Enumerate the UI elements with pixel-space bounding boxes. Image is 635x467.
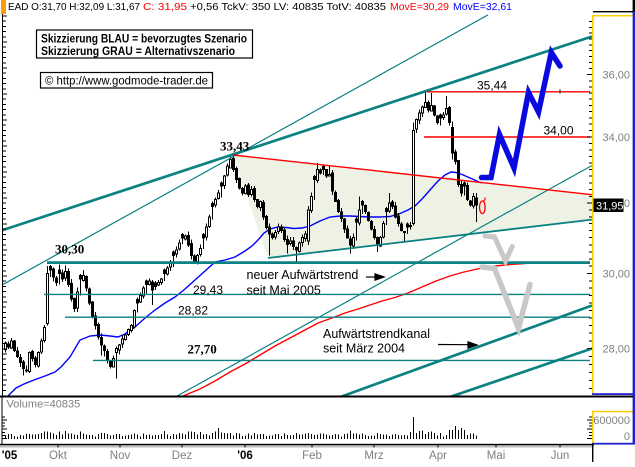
svg-text:Apr: Apr	[429, 450, 447, 462]
svg-text:30,00: 30,00	[602, 269, 630, 281]
svg-text:34,00: 34,00	[544, 124, 574, 138]
svg-text:seit Mai 2005: seit Mai 2005	[247, 284, 321, 298]
svg-text:Volume=40835: Volume=40835	[7, 399, 81, 411]
svg-text:30,30: 30,30	[55, 242, 84, 257]
svg-text:28,00: 28,00	[602, 344, 630, 356]
svg-text:Skizzierung BLAU = bevorzugtes: Skizzierung BLAU = bevorzugtes Szenario	[41, 34, 247, 46]
svg-text:EAD O:31,70 H:32,09 L:31,67C:: EAD O:31,70 H:32,09 L:31,67C: 31,95+0,56…	[8, 1, 512, 13]
svg-text:35,44: 35,44	[477, 79, 507, 93]
svg-text:28,82: 28,82	[178, 304, 208, 318]
svg-text:Skizzierung GRAU = Alternativs: Skizzierung GRAU = Alternativszenario	[41, 46, 235, 58]
svg-text:0: 0	[624, 431, 630, 443]
svg-text:Nov: Nov	[110, 450, 131, 462]
svg-text:Mrz: Mrz	[364, 450, 383, 462]
svg-text:27,70: 27,70	[188, 342, 217, 357]
svg-text:Mai: Mai	[487, 450, 506, 462]
svg-text:'06: '06	[237, 450, 253, 462]
svg-text:Okt: Okt	[49, 450, 68, 462]
svg-text:© http://www.godmode-trader.de: © http://www.godmode-trader.de	[45, 74, 208, 88]
svg-text:33,43: 33,43	[220, 139, 250, 154]
svg-text:seit März 2004: seit März 2004	[323, 342, 405, 356]
svg-text:Feb: Feb	[302, 450, 322, 462]
svg-text:neuer Aufwärtstrend: neuer Aufwärtstrend	[247, 268, 359, 282]
svg-text:34,00: 34,00	[602, 132, 630, 144]
svg-text:Jun: Jun	[551, 450, 570, 462]
svg-text:'05: '05	[2, 450, 18, 462]
svg-text:Dez: Dez	[172, 450, 193, 462]
svg-text:Aufwärtstrendkanal: Aufwärtstrendkanal	[323, 327, 430, 341]
svg-text:36,00: 36,00	[602, 70, 630, 82]
svg-text:600000: 600000	[593, 415, 630, 427]
svg-text:29,43: 29,43	[193, 283, 223, 297]
svg-text:31,95: 31,95	[596, 201, 624, 213]
